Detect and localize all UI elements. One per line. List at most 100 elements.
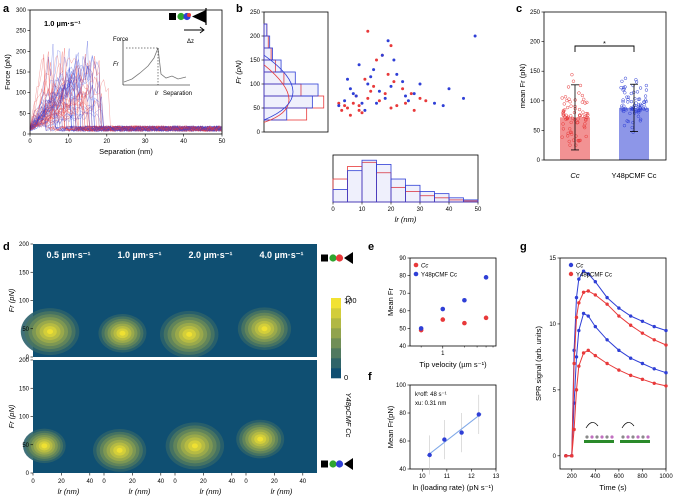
g-datapoint xyxy=(664,343,668,347)
f-x-tick: 13 xyxy=(493,474,500,480)
e-y-tick: 90 xyxy=(399,256,406,262)
g-y-tick: 15 xyxy=(549,256,556,262)
g-datapoint xyxy=(586,314,590,318)
a-inset: Force Separation Fr lr Δz xyxy=(113,8,207,97)
d-x-tick-label: 40 xyxy=(86,479,93,485)
force-trace xyxy=(29,48,222,132)
c-datapoint xyxy=(565,105,570,110)
d-y-tick: 200 xyxy=(19,242,30,248)
b-scatter-point xyxy=(343,104,347,108)
g-datapoint xyxy=(652,381,656,385)
b-hist-x-bar-y48 xyxy=(463,199,479,203)
g-y-tick: 10 xyxy=(549,322,556,328)
a-y-tick: 0 xyxy=(23,132,27,138)
b-scatter-point xyxy=(372,84,376,88)
b-scatter-point xyxy=(395,72,399,76)
d-y-tick: 100 xyxy=(19,299,30,305)
force-trace xyxy=(29,51,222,132)
b-scatter-point xyxy=(366,29,370,33)
c-datapoint xyxy=(638,108,642,113)
force-trace xyxy=(29,111,222,132)
c-datapoint xyxy=(577,107,582,112)
a-y-tick: 100 xyxy=(16,91,27,97)
d-x-axis-label: lr (nm) xyxy=(200,487,222,496)
g-datapoint xyxy=(617,368,621,372)
surface-square-icon xyxy=(321,460,328,468)
b-scatter-point xyxy=(372,68,376,72)
c-datapoint xyxy=(563,95,568,99)
d-x-tick-label: 40 xyxy=(228,479,235,485)
force-trace xyxy=(29,112,222,132)
c-datapoint xyxy=(622,87,626,91)
panel-label-c: c xyxy=(516,3,522,15)
g-datapoint xyxy=(628,323,633,327)
d-contour-level xyxy=(116,447,123,453)
c-datapoint xyxy=(581,110,585,114)
b-scatter-point xyxy=(357,108,361,112)
a-x-tick: 20 xyxy=(103,139,110,145)
c-datapoint xyxy=(628,111,632,116)
c-significance-bracket xyxy=(574,45,635,52)
force-trace xyxy=(30,77,222,132)
c-datapoint xyxy=(571,79,576,83)
d-contour-level xyxy=(186,331,193,337)
b-scatter-point xyxy=(348,113,352,117)
f-y-tick: 80 xyxy=(399,411,406,417)
g-datapoint xyxy=(574,295,579,300)
d-colorbar-max: 100 xyxy=(344,296,357,305)
b-scatter-point xyxy=(412,92,416,96)
g-legend-y48: Y48pCMF Cc xyxy=(576,273,612,279)
g-x-tick: 400 xyxy=(590,474,601,480)
c-datapoint xyxy=(585,100,589,105)
b-scatter-point xyxy=(354,94,358,98)
c-datapoint xyxy=(638,86,643,90)
b-scatter-point xyxy=(340,108,344,112)
force-trace xyxy=(29,94,222,132)
force-trace xyxy=(29,91,222,133)
e-x-axis-label: Tip velocity (µm s⁻¹) xyxy=(419,360,487,369)
c-datapoint xyxy=(620,106,624,110)
c-datapoint xyxy=(637,103,641,107)
afm-tip-icon xyxy=(344,458,353,470)
f-x-tick: 12 xyxy=(468,474,475,480)
c-datapoint xyxy=(636,97,641,101)
g-molecule-icon xyxy=(605,435,609,439)
force-trace xyxy=(29,100,222,132)
g-surface-sweep-right xyxy=(620,440,650,443)
b-scatter-point xyxy=(375,58,378,62)
d-x-tick-label: 40 xyxy=(157,479,164,485)
c-datapoint xyxy=(635,90,640,94)
force-trace xyxy=(29,62,222,132)
d-colorbar-segment xyxy=(331,328,341,339)
c-datapoint xyxy=(566,85,571,89)
a-y-tick: 150 xyxy=(16,70,27,76)
d-y-tick: 0 xyxy=(26,355,30,361)
inset-force-label: Force xyxy=(113,37,129,43)
f-fit-line xyxy=(426,413,482,457)
c-datapoint xyxy=(623,76,628,80)
force-trace xyxy=(29,91,222,133)
b-y-tick: 200 xyxy=(250,34,261,40)
c-datapoint xyxy=(561,122,565,126)
e-datapoint xyxy=(440,317,446,322)
force-trace xyxy=(29,82,222,132)
d-velocity-title: 0.5 µm·s⁻¹ xyxy=(47,250,91,260)
g-datapoint xyxy=(574,315,579,320)
force-trace xyxy=(29,93,222,132)
d-x-tick-label: 40 xyxy=(299,479,306,485)
force-trace xyxy=(29,57,222,132)
b-scatter-point xyxy=(357,63,361,67)
inset-lr-label: lr xyxy=(155,91,159,97)
a-x-axis-label: Separation (nm) xyxy=(99,147,153,156)
c-datapoint xyxy=(570,132,574,136)
d-y-tick: 150 xyxy=(19,270,30,276)
b-scatter-point xyxy=(406,99,410,103)
green-protein-icon xyxy=(329,254,337,262)
b-scatter-point xyxy=(424,99,428,103)
force-trace xyxy=(29,80,222,132)
b-scatter-point xyxy=(409,92,413,96)
panel-b: 0 50 100 150 200 250 Fr (pN) 0 10 20 30 40 50 lr (nm) xyxy=(234,10,482,224)
d-x-tick-label: 20 xyxy=(129,479,136,485)
b-hist-y-bar-y48 xyxy=(263,35,271,49)
